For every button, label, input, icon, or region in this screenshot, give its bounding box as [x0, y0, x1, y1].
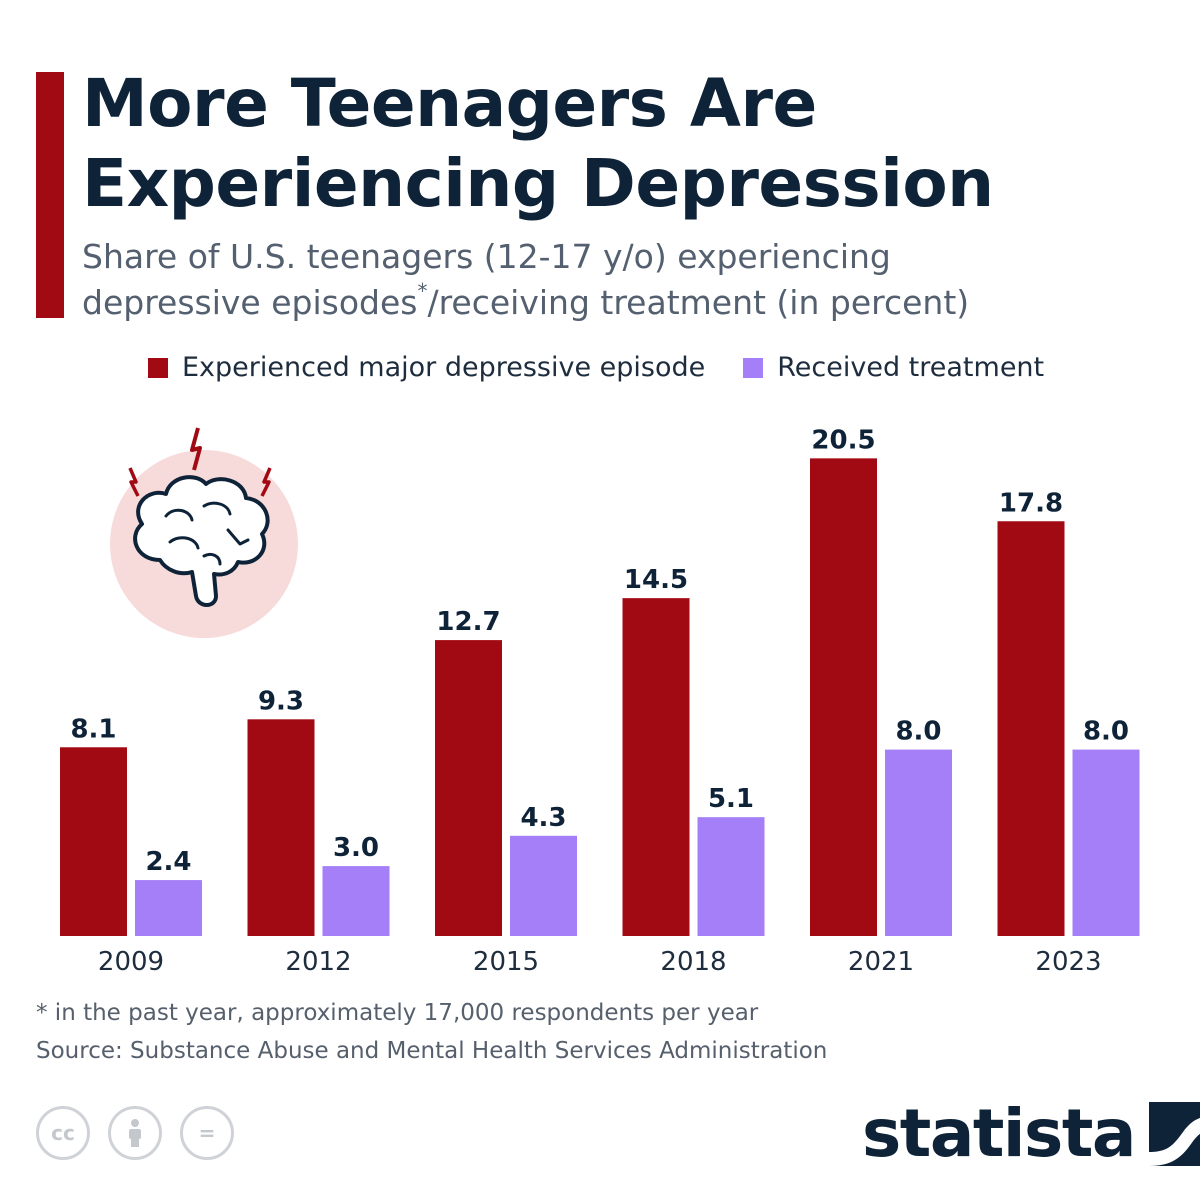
- nd-icon-label: =: [198, 1121, 216, 1145]
- brain-fold-1: [164, 508, 194, 522]
- license-icons: cc =: [36, 1106, 252, 1160]
- brain-fold-2: [202, 501, 232, 516]
- bar-episode-2021: [810, 458, 877, 936]
- lightning-bolt-left-icon: [128, 467, 140, 497]
- value-label-episode-2021: 20.5: [811, 425, 875, 455]
- value-label-treatment-2021: 8.0: [895, 717, 941, 747]
- bar-chart: 8.1 2.4 2009 9.3 3.0 2012 12.7 4.3 2015 14.5 5.1 20…: [60, 425, 1140, 977]
- value-label-episode-2015: 12.7: [436, 607, 500, 637]
- subtitle-line-1: Share of U.S. teenagers (12-17 y/o) expe…: [82, 237, 891, 276]
- lightning-bolt-top-icon: [190, 427, 202, 471]
- cc-icon[interactable]: cc: [36, 1106, 90, 1160]
- bar-episode-2012: [247, 719, 315, 936]
- brain-shape: [133, 475, 270, 607]
- x-tick-label-2023: 2023: [1035, 947, 1101, 977]
- chart-legend: Experienced major depressive episode Rec…: [148, 352, 1082, 383]
- title-line-1: More Teenagers Are: [82, 65, 817, 142]
- value-label-treatment-2015: 4.3: [520, 803, 566, 833]
- legend-label-episode: Experienced major depressive episode: [182, 352, 706, 383]
- value-label-treatment-2018: 5.1: [708, 784, 754, 814]
- value-label-treatment-2009: 2.4: [145, 847, 191, 877]
- bar-treatment-2018: [697, 817, 765, 936]
- subtitle-asterisk: *: [417, 279, 428, 303]
- value-label-treatment-2012: 3.0: [333, 833, 379, 863]
- bar-treatment-2012: [322, 866, 390, 936]
- footnote: * in the past year, approximately 17,000…: [36, 1000, 759, 1026]
- statista-logo-text: statista: [862, 1095, 1136, 1172]
- brain-icon: [110, 427, 298, 638]
- subtitle-line-2a: depressive episodes: [82, 283, 418, 322]
- brain-fold-5: [202, 552, 222, 566]
- bar-episode-2015: [435, 640, 502, 936]
- bar-episode-2018: [622, 598, 690, 936]
- statista-logo[interactable]: statista: [862, 1094, 1200, 1174]
- brain-fold-4: [226, 528, 250, 546]
- attribution-icon[interactable]: [108, 1106, 162, 1160]
- no-derivatives-icon[interactable]: =: [180, 1106, 234, 1160]
- value-label-treatment-2023: 8.0: [1083, 717, 1129, 747]
- title-line-2: Experiencing Depression: [82, 145, 994, 222]
- x-tick-label-2015: 2015: [473, 947, 539, 977]
- x-tick-label-2009: 2009: [98, 947, 164, 977]
- bar-treatment-2009: [135, 880, 202, 936]
- legend-label-treatment: Received treatment: [777, 352, 1045, 383]
- bar-episode-2009: [60, 747, 127, 936]
- title-accent-bar: [36, 72, 64, 318]
- subtitle-line-2b: /receiving treatment (in percent): [427, 283, 970, 322]
- cc-icon-label: cc: [51, 1121, 75, 1145]
- x-tick-label-2021: 2021: [848, 947, 914, 977]
- bar-treatment-2023: [1072, 749, 1140, 936]
- brain-illustration: [100, 420, 310, 640]
- bar-treatment-2015: [510, 835, 577, 936]
- source-note: Source: Substance Abuse and Mental Healt…: [36, 1038, 828, 1064]
- chart-subtitle: Share of U.S. teenagers (12-17 y/o) expe…: [82, 234, 1172, 326]
- legend-swatch-treatment: [743, 357, 764, 378]
- legend-item-treatment: Received treatment: [743, 352, 1044, 383]
- brain-fold-3: [168, 536, 200, 550]
- legend-swatch-episode: [148, 357, 168, 378]
- statista-logo-icon: [1148, 1102, 1200, 1166]
- value-label-episode-2018: 14.5: [624, 565, 688, 595]
- value-label-episode-2012: 9.3: [258, 686, 304, 716]
- chart-title: More Teenagers Are Experiencing Depressi…: [82, 64, 1162, 224]
- lightning-bolt-right-icon: [260, 467, 272, 497]
- value-label-episode-2009: 8.1: [70, 714, 116, 744]
- x-tick-label-2018: 2018: [660, 947, 726, 977]
- value-label-episode-2023: 17.8: [999, 488, 1063, 518]
- bar-episode-2023: [997, 521, 1065, 936]
- x-tick-label-2012: 2012: [285, 947, 351, 977]
- bar-treatment-2021: [885, 749, 952, 936]
- legend-item-episode: Experienced major depressive episode: [148, 352, 705, 383]
